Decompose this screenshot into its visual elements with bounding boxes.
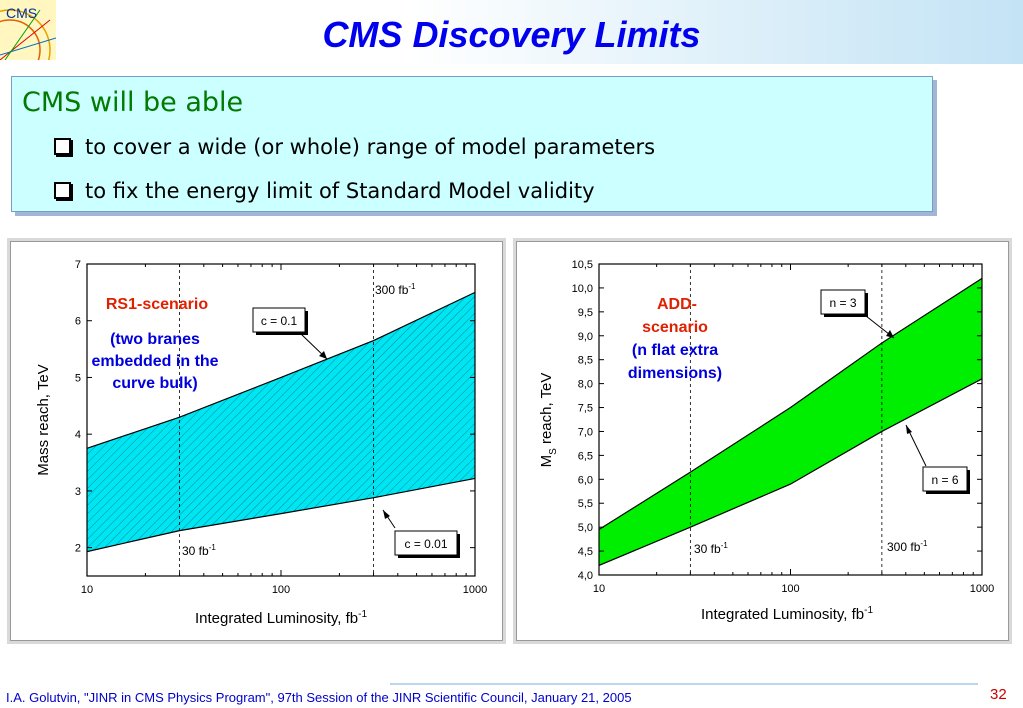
header-band — [0, 0, 1023, 64]
y-tick-label: 4,5 — [578, 546, 593, 558]
x-axis-label: Integrated Luminosity, fb-1 — [195, 609, 367, 627]
legend-box-n6: n = 6 — [922, 466, 970, 494]
y-tick-label: 10,0 — [572, 283, 593, 295]
y-tick-label: 9,5 — [578, 307, 593, 319]
y-tick-label: 3 — [75, 486, 81, 498]
arrowhead — [886, 330, 894, 338]
series-line — [86, 291, 476, 449]
y-tick-label: 6 — [75, 316, 81, 328]
bullet-text: to fix the energy limit of Standard Mode… — [85, 179, 595, 203]
arrowhead — [906, 425, 912, 434]
vline-label: 300 fb-1 — [887, 539, 928, 554]
page-title: CMS Discovery Limits — [322, 14, 701, 55]
y-tick-label: 8,5 — [578, 355, 593, 367]
y-tick-label: 4,0 — [578, 570, 593, 582]
page-number: 32 — [990, 686, 1007, 703]
x-tick-label: 1000 — [463, 584, 487, 596]
bullet-text: to cover a wide (or whole) range of mode… — [85, 135, 656, 159]
scenario-label: scenario — [642, 319, 708, 336]
reach-band — [87, 292, 475, 552]
y-tick-label: 7,0 — [578, 426, 593, 438]
chart-panel-rs1: 2 3 4 5 6 7 10 100 1000 Mass reach, TeV Integra… — [10, 241, 503, 641]
add-chart: 4,0 4,5 5,0 5,5 6,0 6,5 7,0 7,5 8,0 8,5 9,0 9,5 10,0… — [538, 259, 994, 623]
series-label: n = 3 — [829, 296, 856, 310]
series-label: c = 0.1 — [261, 314, 298, 328]
y-axis-label: MS reach, TeV — [538, 373, 559, 468]
y-tick-label: 5,0 — [578, 522, 593, 534]
series-label: n = 6 — [931, 473, 958, 487]
vline-label: 300 fb-1 — [375, 282, 416, 297]
series-line — [598, 378, 983, 566]
bullet-item: to cover a wide (or whole) range of mode… — [54, 135, 655, 159]
vline-label: 30 fb-1 — [182, 543, 216, 558]
y-tick-label: 7,5 — [578, 403, 593, 415]
x-tick-label: 1000 — [970, 583, 994, 595]
y-tick-label: 9,0 — [578, 331, 593, 343]
legend-box-c01: c = 0.1 — [252, 307, 308, 335]
y-tick-label: 4 — [75, 429, 81, 441]
scenario-description: (two branes — [110, 331, 200, 348]
intro-box: CMS will be able to cover a wide (or who… — [11, 76, 933, 212]
x-tick-label: 100 — [272, 584, 290, 596]
y-tick-label: 5,5 — [578, 498, 593, 510]
y-tick-label: 2 — [75, 543, 81, 555]
intro-heading: CMS will be able — [22, 87, 244, 118]
checkbox-bullet-icon — [54, 182, 71, 199]
legend-box-c001: c = 0.01 — [394, 530, 460, 558]
x-axis-label: Integrated Luminosity, fb-1 — [701, 605, 873, 623]
scenario-label: ADD- — [657, 296, 697, 313]
scenario-description: (n flat extra — [632, 342, 718, 359]
y-tick-label: 10,5 — [572, 259, 593, 271]
legend-box-n3: n = 3 — [820, 289, 868, 317]
rs1-chart: 2 3 4 5 6 7 10 100 1000 Mass reach, TeV Integra… — [35, 259, 487, 627]
arrowhead — [319, 351, 327, 359]
y-tick-label: 6,5 — [578, 450, 593, 462]
x-tick-label: 10 — [81, 584, 93, 596]
cms-logo: CMS — [0, 0, 56, 60]
vline-label: 30 fb-1 — [694, 541, 728, 556]
footer-divider — [390, 683, 978, 685]
y-tick-label: 5 — [75, 372, 81, 384]
y-tick-label: 8,0 — [578, 379, 593, 391]
chart-panel-add: 4,0 4,5 5,0 5,5 6,0 6,5 7,0 7,5 8,0 8,5 9,0 9,5 10,0… — [516, 241, 1009, 641]
series-line — [598, 277, 983, 531]
footer-citation: I.A. Golutvin, "JINR in CMS Physics Prog… — [6, 690, 632, 705]
x-tick-label: 100 — [781, 583, 799, 595]
scenario-description: curve bulk) — [112, 375, 197, 392]
series-label: c = 0.01 — [404, 537, 447, 551]
scenario-description: embedded in the — [91, 353, 218, 370]
y-tick-label: 7 — [75, 259, 81, 271]
reach-band — [599, 278, 982, 566]
y-axis-label: Mass reach, TeV — [35, 364, 52, 475]
scenario-description: dimensions) — [628, 365, 722, 382]
series-line — [86, 477, 476, 553]
y-tick-label: 6,0 — [578, 474, 593, 486]
bullet-item: to fix the energy limit of Standard Mode… — [54, 179, 595, 203]
logo-text: CMS — [6, 5, 37, 21]
scenario-label: RS1-scenario — [106, 296, 208, 313]
checkbox-bullet-icon — [54, 138, 71, 155]
arrowhead — [383, 510, 390, 519]
x-tick-label: 10 — [593, 583, 605, 595]
